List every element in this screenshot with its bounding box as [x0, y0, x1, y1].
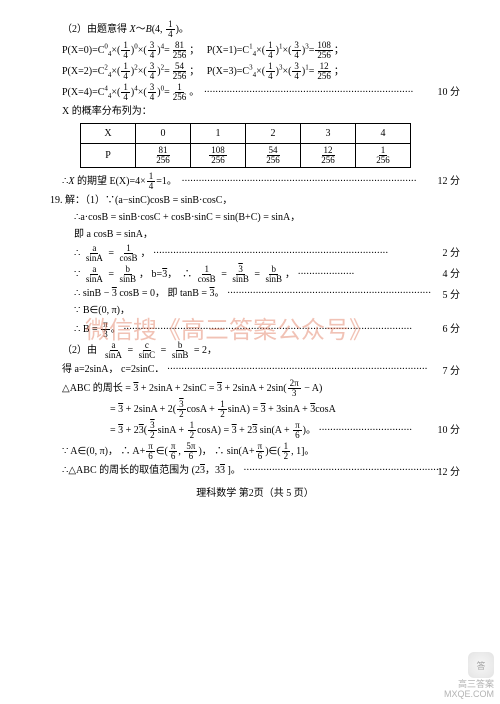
page-footer: 理科数学 第2页（共 5 页）	[50, 486, 460, 501]
q19-l3: 即 a cosB = sinA，	[50, 227, 460, 242]
dist-caption: X 的概率分布列为：	[50, 104, 460, 119]
q19b-l3: △ABC 的周长 = 3 + 2sinA + 2sinC = 3 + 2sinA…	[50, 379, 460, 398]
distribution-table: X 0 1 2 3 4 P 81256 108256 54256 12256 1…	[80, 123, 411, 168]
q19b-l7: ∴△ABC 的周长的取值范围为 (23，33 ]。 ··············…	[50, 463, 460, 478]
q19-l5: ∵ asinA = bsinB， b=3， ∴ 1cosB = 3sinB = …	[50, 265, 460, 284]
score-12b: 12 分	[438, 465, 461, 480]
score-7: 7 分	[443, 364, 461, 379]
q19-l7: ∵ B∈(0, π)，	[50, 303, 460, 318]
score-2: 2 分	[443, 246, 461, 261]
cell: 54256	[246, 144, 301, 168]
cell: 4	[356, 124, 411, 144]
q19-l2: ∴a·cosB = sinB·cosC + cosB·sinC = sin(B+…	[50, 210, 460, 225]
cell: 81256	[136, 144, 191, 168]
q19-l1: 19. 解：（1）∵(a−sinC)cosB = sinB·cosC，	[50, 193, 460, 208]
q19-l6: ∴ sinB − 3 cosB = 0， 即 tanB = 3。 ·······…	[50, 286, 460, 301]
expectation: ∴X 的期望 E(X)=4×14=1。 ····················…	[50, 172, 460, 191]
q2-intro: （2）由题意得 X～B(4, 14)。	[50, 20, 460, 39]
page-content: （2）由题意得 X～B(4, 14)。 P(X=0)=C04×(14)0×(34…	[0, 0, 500, 511]
score-10b: 10 分	[438, 423, 461, 438]
score-10: 10 分	[438, 85, 461, 100]
cell: P	[81, 144, 136, 168]
q19-l8: ∴ B = π3。 ······························…	[50, 320, 460, 339]
score-6: 6 分	[443, 322, 461, 337]
corner-watermark: 高三答案 MXQE.COM	[444, 680, 494, 700]
score-12: 12 分	[438, 174, 461, 189]
cell: 1	[191, 124, 246, 144]
q19b-l2: 得 a=2sinA， c=2sinC． ····················…	[50, 362, 460, 377]
cell: 12256	[301, 144, 356, 168]
cell: 2	[246, 124, 301, 144]
q19b-l4: = 3 + 2sinA + 2(32cosA + 12sinA) = 3 + 3…	[50, 400, 460, 419]
table-row: P 81256 108256 54256 12256 1256	[81, 144, 411, 168]
score-4: 4 分	[443, 267, 461, 282]
table-row: X 0 1 2 3 4	[81, 124, 411, 144]
p-row-3: P(X=4)=C44×(14)4×(34)0=1256。 ···········…	[50, 83, 460, 102]
cell: 3	[301, 124, 356, 144]
cell: 1256	[356, 144, 411, 168]
p-row-2: P(X=2)=C24×(14)2×(34)2=54256； P(X=3)=C34…	[50, 62, 460, 81]
q19b-l1: （2）由 asinA = csinC = bsinB = 2，	[50, 341, 460, 360]
cell: X	[81, 124, 136, 144]
q19b-l6: ∵ A∈(0, π)， ∴ A+π6∈(π6, 5π6)， ∴ sin(A+π6…	[50, 442, 460, 461]
corner-bottom: MXQE.COM	[444, 690, 494, 700]
q19-l4: ∴ asinA = 1cosB， ·······················…	[50, 244, 460, 263]
p-row-1: P(X=0)=C04×(14)0×(34)4=81256； P(X=1)=C14…	[50, 41, 460, 60]
corner-badge-icon: 答	[468, 652, 494, 678]
cell: 108256	[191, 144, 246, 168]
cell: 0	[136, 124, 191, 144]
score-5: 5 分	[443, 288, 461, 303]
q19b-l5: = 3 + 23(32sinA + 12cosA) = 3 + 23 sin(A…	[50, 421, 460, 440]
